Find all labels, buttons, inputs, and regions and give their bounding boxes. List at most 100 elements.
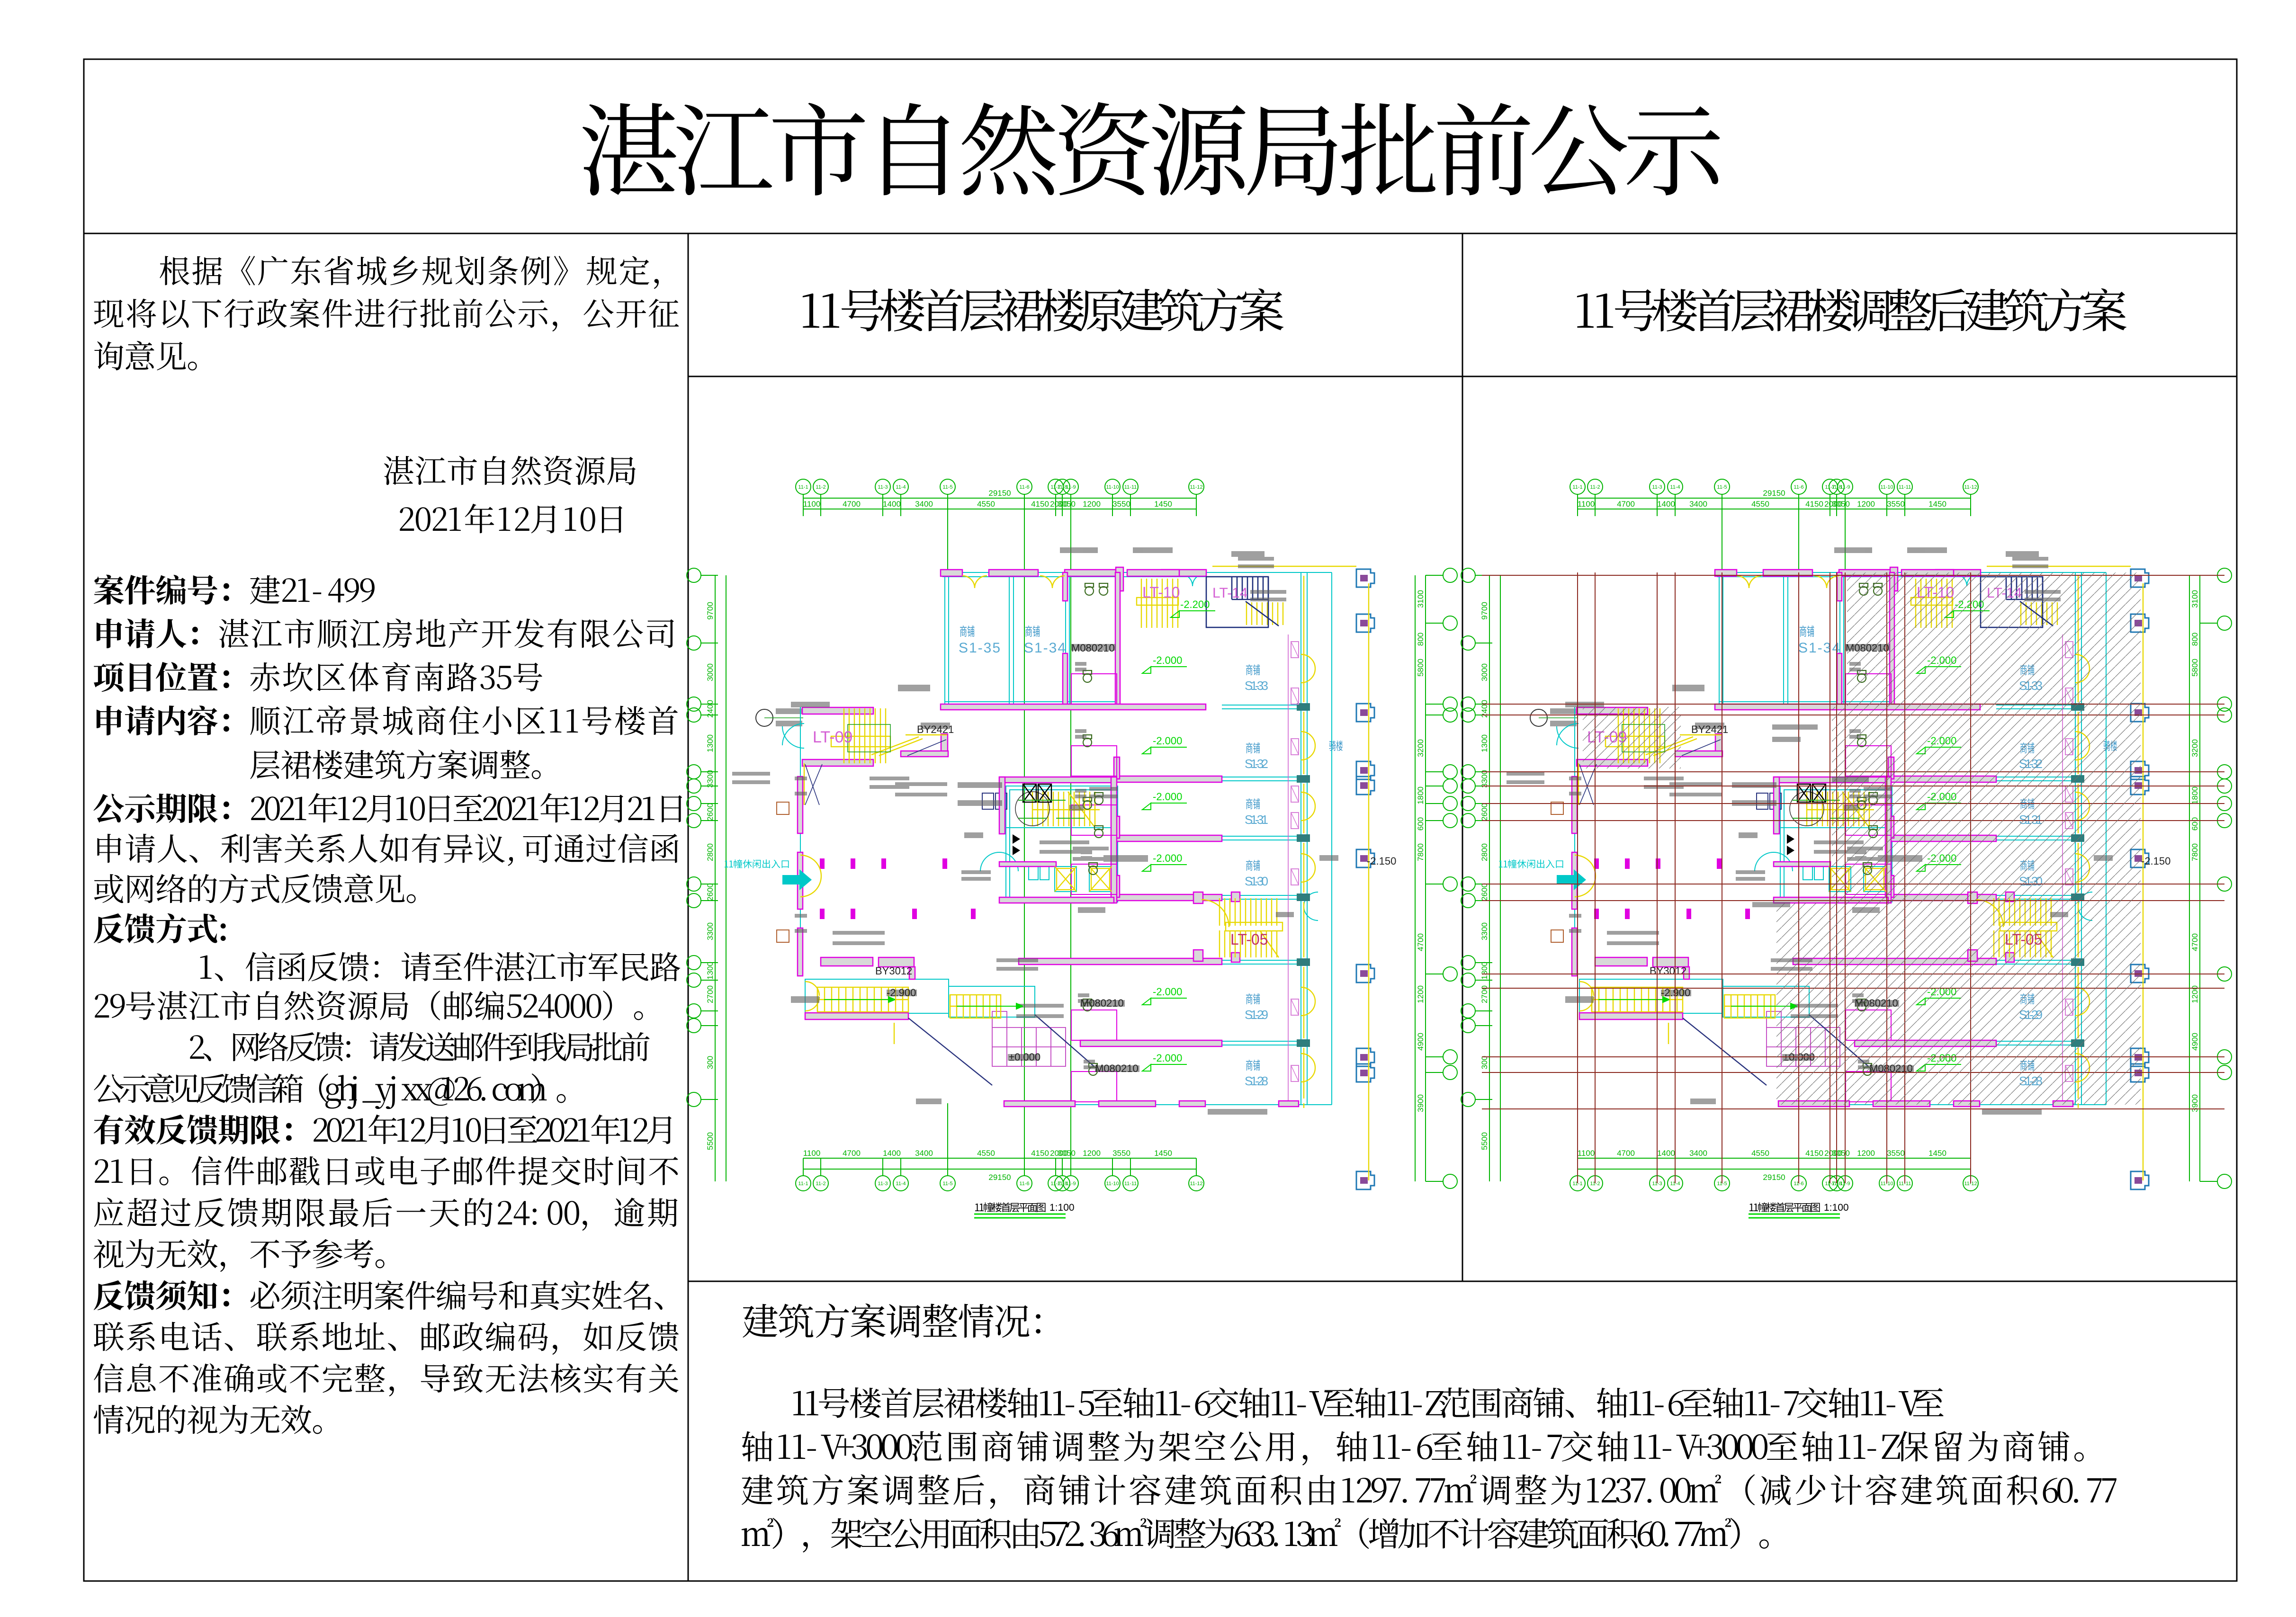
svg-text:1400: 1400 — [883, 500, 901, 509]
svg-text:4550: 4550 — [977, 500, 995, 509]
svg-text:11-6: 11-6 — [1019, 484, 1029, 490]
svg-text:11-1: 11-1 — [798, 484, 808, 490]
svg-text:BY3012: BY3012 — [875, 965, 912, 977]
svg-text:1450: 1450 — [1154, 500, 1172, 509]
svg-text:-2.900: -2.900 — [887, 987, 916, 999]
svg-text:3400: 3400 — [915, 1149, 933, 1158]
svg-text:11-4: 11-4 — [896, 484, 906, 490]
svg-text:11-8: 11-8 — [1057, 1181, 1067, 1187]
svg-text:3050: 3050 — [1058, 500, 1076, 509]
svg-text:11-2: 11-2 — [816, 1181, 825, 1187]
svg-text:-2.000: -2.000 — [1153, 1052, 1182, 1064]
svg-text:11-6: 11-6 — [1019, 1181, 1029, 1187]
svg-text:11-11: 11-11 — [1124, 484, 1137, 490]
svg-text:4700: 4700 — [843, 1149, 861, 1158]
svg-text:3200: 3200 — [1416, 739, 1425, 757]
svg-text:2600: 2600 — [706, 803, 715, 821]
svg-text:4700: 4700 — [1416, 933, 1425, 951]
svg-text:11-1: 11-1 — [798, 1181, 808, 1187]
svg-text:5800: 5800 — [1416, 659, 1425, 677]
svg-text:11-12: 11-12 — [1190, 1181, 1202, 1187]
svg-text:3100: 3100 — [1416, 590, 1425, 608]
svg-text:4700: 4700 — [843, 500, 861, 509]
svg-text:800: 800 — [1416, 633, 1425, 646]
svg-text:S1-33: S1-33 — [1245, 679, 1268, 693]
svg-text:3550: 3550 — [1112, 500, 1130, 509]
svg-text:4900: 4900 — [1416, 1033, 1425, 1051]
svg-text:S1-28: S1-28 — [1245, 1074, 1268, 1088]
svg-text:11-9: 11-9 — [1066, 484, 1076, 490]
svg-text:-2.000: -2.000 — [1153, 791, 1182, 803]
svg-text:S1-35: S1-35 — [959, 640, 1000, 656]
svg-text:±0.000: ±0.000 — [1009, 1051, 1040, 1063]
svg-text:M080210: M080210 — [1095, 1063, 1139, 1074]
svg-text:11-10: 11-10 — [1106, 1181, 1119, 1187]
svg-text:3400: 3400 — [915, 500, 933, 509]
svg-text:11-9: 11-9 — [1066, 1181, 1076, 1187]
svg-text:S1-32: S1-32 — [1245, 757, 1268, 771]
svg-text:11-11: 11-11 — [1124, 1181, 1137, 1187]
svg-text:1:100: 1:100 — [1049, 1202, 1075, 1213]
svg-text:-2.000: -2.000 — [1153, 735, 1182, 747]
svg-text:4150: 4150 — [1031, 1149, 1049, 1158]
svg-text:7800: 7800 — [1416, 843, 1425, 861]
svg-text:600: 600 — [1416, 817, 1425, 831]
svg-text:2400: 2400 — [706, 700, 715, 718]
svg-text:M080210: M080210 — [1080, 997, 1124, 1009]
svg-text:11-5: 11-5 — [942, 484, 952, 490]
svg-text:1200: 1200 — [1083, 500, 1101, 509]
svg-text:2000: 2000 — [1050, 1149, 1068, 1158]
svg-text:2700: 2700 — [706, 985, 715, 1003]
svg-text:11-5: 11-5 — [942, 1181, 952, 1187]
svg-text:-2.000: -2.000 — [1153, 986, 1182, 998]
svg-text:M080210: M080210 — [1071, 642, 1115, 654]
svg-text:11-3: 11-3 — [878, 484, 888, 490]
svg-text:9700: 9700 — [706, 602, 715, 620]
svg-text:11-10: 11-10 — [1106, 484, 1119, 490]
svg-text:2800: 2800 — [706, 843, 715, 861]
svg-text:3300: 3300 — [706, 922, 715, 940]
svg-text:29150: 29150 — [988, 1173, 1011, 1182]
svg-text:2600: 2600 — [706, 883, 715, 901]
svg-text:LT-10: LT-10 — [1142, 584, 1180, 601]
svg-text:LT-09: LT-09 — [813, 728, 852, 746]
svg-text:3300: 3300 — [706, 770, 715, 788]
svg-text:1300: 1300 — [706, 734, 715, 752]
svg-text:3900: 3900 — [1416, 1094, 1425, 1112]
svg-text:-2.150: -2.150 — [1367, 855, 1396, 867]
svg-text:-2.000: -2.000 — [1153, 852, 1182, 864]
svg-text:11-4: 11-4 — [896, 1181, 906, 1187]
svg-text:1100: 1100 — [803, 1149, 821, 1158]
svg-text:S1-34: S1-34 — [1024, 640, 1066, 656]
svg-text:BY2421: BY2421 — [917, 724, 954, 735]
svg-text:3050: 3050 — [1058, 1149, 1076, 1158]
svg-text:11-2: 11-2 — [816, 484, 825, 490]
svg-text:LT-14: LT-14 — [1212, 585, 1248, 601]
svg-text:1400: 1400 — [883, 1149, 901, 1158]
svg-text:4150: 4150 — [1031, 500, 1049, 509]
svg-text:1200: 1200 — [1416, 985, 1425, 1003]
svg-text:1800: 1800 — [1416, 786, 1425, 804]
svg-text:4550: 4550 — [977, 1149, 995, 1158]
svg-text:-2.000: -2.000 — [1153, 654, 1182, 666]
svg-text:3550: 3550 — [1112, 1149, 1130, 1158]
svg-text:1300: 1300 — [706, 962, 715, 980]
svg-text:5500: 5500 — [706, 1132, 715, 1150]
svg-text:11-7: 11-7 — [1050, 484, 1060, 490]
svg-text:300: 300 — [706, 1056, 715, 1069]
svg-text:1100: 1100 — [803, 500, 821, 509]
svg-text:11-7: 11-7 — [1050, 1181, 1060, 1187]
svg-text:S1-29: S1-29 — [1245, 1008, 1268, 1022]
svg-text:11-8: 11-8 — [1057, 484, 1067, 490]
svg-text:3000: 3000 — [706, 663, 715, 681]
svg-text:S1-31: S1-31 — [1245, 813, 1268, 827]
svg-text:2000: 2000 — [1050, 500, 1068, 509]
svg-text:-2.200: -2.200 — [1180, 599, 1210, 610]
svg-text:1200: 1200 — [1083, 1149, 1101, 1158]
svg-text:LT-05: LT-05 — [1230, 931, 1268, 948]
svg-text:11-12: 11-12 — [1190, 484, 1202, 490]
svg-text:11-3: 11-3 — [878, 1181, 888, 1187]
svg-text:S1-30: S1-30 — [1245, 874, 1268, 888]
svg-text:29150: 29150 — [988, 489, 1011, 498]
svg-text:1450: 1450 — [1154, 1149, 1172, 1158]
